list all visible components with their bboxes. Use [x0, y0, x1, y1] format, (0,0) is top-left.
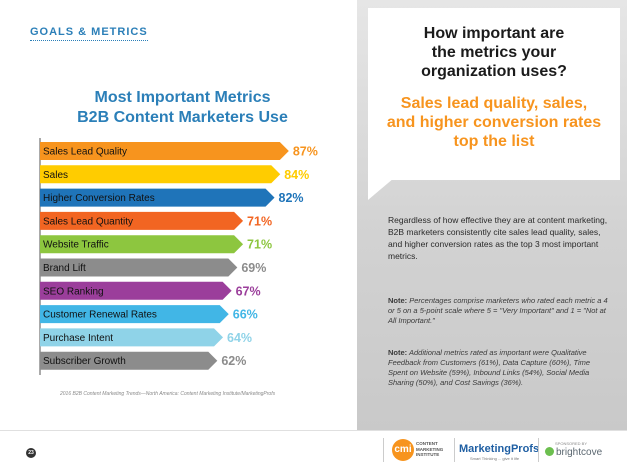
note-1-label: Note: — [388, 296, 408, 305]
bar-value-2: 84% — [284, 168, 309, 182]
section-label: GOALS & METRICS — [30, 26, 148, 41]
sponsored-by-label: SPONSORED BY — [555, 441, 588, 446]
answer-line-2: and higher conversion rates — [386, 114, 602, 131]
question-line-1: How important are — [423, 25, 565, 42]
note-2-text: Additional metrics rated as important we… — [388, 348, 591, 387]
note-1-text: Percentages comprise marketers who rated… — [388, 296, 608, 325]
bar-label-9: Purchase Intent — [43, 333, 113, 344]
bar-value-9: 64% — [227, 331, 252, 345]
question-line-3: organization uses? — [421, 63, 567, 80]
bar-value-1: 87% — [293, 145, 318, 159]
footer-divider-3 — [538, 438, 539, 462]
chart-source: 2016 B2B Content Marketing Trends—North … — [60, 391, 276, 397]
bar-3 — [40, 188, 275, 207]
bar-10 — [40, 351, 218, 370]
question-bubble-tail — [368, 178, 394, 200]
note-2: Note: Additional metrics rated as import… — [388, 348, 608, 388]
footer-divider-line — [0, 430, 627, 431]
bar-label-10: Subscriber Growth — [43, 356, 126, 367]
footer-divider-1 — [383, 438, 384, 462]
bar-1 — [40, 142, 289, 160]
note-2-label: Note: — [388, 348, 408, 357]
answer-line-1: Sales lead quality, sales, — [400, 95, 588, 112]
cmi-logo-icon: cmi — [392, 439, 414, 461]
question-line-2: the metrics your — [431, 44, 557, 61]
bar-value-8: 66% — [233, 308, 258, 322]
chart-title-line-2: B2B Content Marketers Use — [77, 109, 288, 126]
bar-value-4: 71% — [247, 214, 272, 228]
bar-label-7: SEO Ranking — [43, 286, 104, 297]
bar-label-5: Website Traffic — [43, 240, 109, 251]
chart-title-line-1: Most Important Metrics — [94, 89, 271, 106]
marketingprofs-tagline: Smart Thinking ... give it life — [470, 456, 520, 461]
note-1: Note: Percentages comprise marketers who… — [388, 296, 608, 326]
bar-6 — [40, 258, 238, 277]
bar-8 — [40, 305, 229, 324]
bar-label-1: Sales Lead Quality — [43, 147, 127, 158]
brightcove-logo: brightcove — [545, 446, 603, 458]
bar-9 — [40, 328, 224, 347]
answer-line-3: top the list — [453, 133, 535, 150]
bar-value-6: 69% — [241, 261, 266, 275]
question-heading: How important are the metrics your organ… — [368, 24, 620, 81]
answer-heading: Sales lead quality, sales, and higher co… — [368, 94, 620, 151]
bar-label-8: Customer Renewal Rates — [43, 310, 157, 321]
bar-label-2: Sales — [43, 170, 68, 181]
question-bubble — [368, 8, 620, 180]
marketingprofs-logo: MarketingProfs — [459, 443, 540, 455]
brightcove-icon — [545, 446, 554, 456]
body-paragraph: Regardless of how effective they are at … — [388, 215, 608, 261]
footer — [0, 430, 627, 469]
bar-value-7: 67% — [236, 284, 261, 298]
bar-value-10: 62% — [221, 354, 246, 368]
bar-value-5: 71% — [247, 238, 272, 252]
page-number: 23 — [26, 448, 36, 458]
bar-4 — [40, 211, 244, 230]
brightcove-name: brightcove — [556, 447, 603, 458]
cmi-logo-text: CONTENT MARKETING INSTITUTE — [416, 441, 444, 457]
chart-title: Most Important Metrics B2B Content Marke… — [40, 88, 325, 128]
bar-label-3: Higher Conversion Rates — [43, 193, 155, 204]
bar-value-3: 82% — [279, 191, 304, 205]
footer-divider-2 — [454, 438, 455, 462]
bar-label-4: Sales Lead Quantity — [43, 216, 133, 227]
bar-2 — [40, 165, 281, 184]
bar-chart: Sales Lead Quality 87% Sales 84% Higher Conv… — [39, 138, 318, 375]
bar-7 — [40, 281, 232, 300]
bar-5 — [40, 235, 244, 254]
bar-label-6: Brand Lift — [43, 263, 86, 274]
